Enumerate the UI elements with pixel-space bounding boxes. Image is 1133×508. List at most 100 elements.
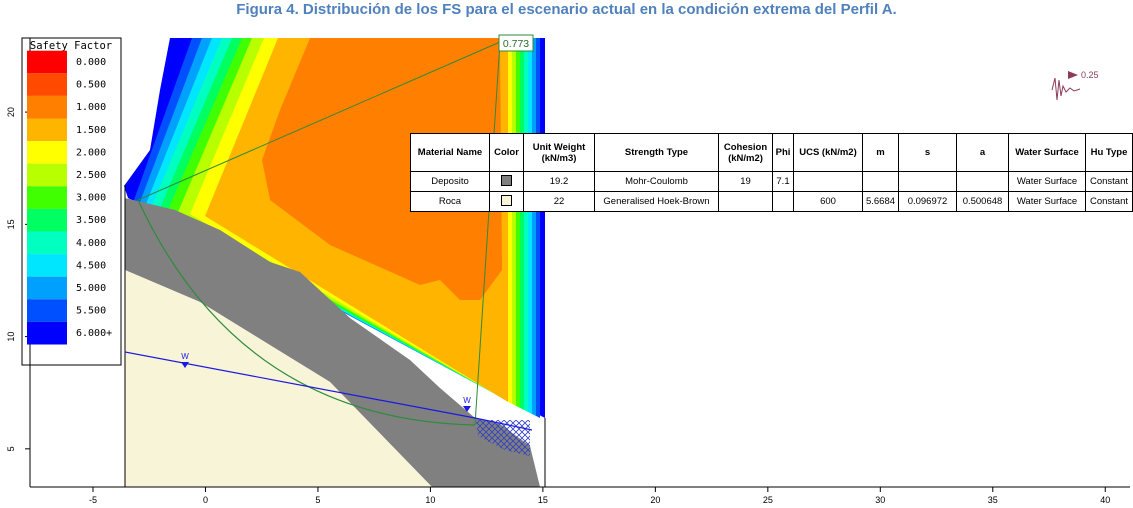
table-cell: 22 — [523, 191, 595, 212]
table-cell: 0.500648 — [956, 191, 1009, 212]
radius-line — [137, 41, 501, 201]
table-cell — [793, 171, 863, 192]
table-cell: Water Surface — [1008, 191, 1086, 212]
table-cell — [718, 191, 773, 212]
x-tick-label: 20 — [650, 495, 660, 505]
x-tick-label: 15 — [538, 495, 548, 505]
legend-label: 5.500 — [76, 306, 106, 317]
legend-label: 3.000 — [76, 193, 106, 204]
legend-swatch — [27, 73, 67, 96]
table-cell: Deposito — [410, 171, 490, 192]
water-label: W — [463, 396, 471, 405]
y-tick-label: 15 — [6, 219, 16, 229]
legend-swatch — [27, 231, 67, 255]
table-cell: Constant — [1085, 171, 1133, 192]
header-cell: m — [862, 133, 899, 172]
color-swatch — [501, 174, 512, 186]
header-cell: s — [898, 133, 957, 172]
deposit — [125, 198, 540, 487]
header-cell: Color — [489, 133, 524, 172]
caption: Figura 4. Distribución de los FS para el… — [236, 1, 897, 18]
legend-label: 0.000 — [76, 57, 106, 68]
table-cell: 19 — [718, 171, 773, 192]
legend-swatch — [27, 321, 67, 345]
header-cell: Strength Type — [594, 133, 719, 172]
header-cell: a — [956, 133, 1009, 172]
water-table — [124, 351, 533, 431]
x-tick-label: 40 — [1100, 495, 1110, 505]
legend-label: 2.000 — [76, 147, 106, 158]
fs-label: 0.773 — [503, 38, 529, 50]
legend-label: 3.500 — [76, 215, 106, 226]
legend-label: 1.000 — [76, 102, 106, 113]
legend-label: 5.000 — [76, 283, 106, 294]
header-cell: Material Name — [410, 133, 490, 172]
legend-swatch — [27, 163, 67, 187]
legend-label: 2.500 — [76, 170, 106, 181]
rock — [125, 270, 432, 487]
material-table: Material Name Color Unit Weight (kN/m3) Str… — [410, 133, 1133, 212]
legend-swatch — [27, 208, 67, 232]
x-tick-label: 25 — [763, 495, 773, 505]
table-cell: 5.6684 — [862, 191, 899, 212]
table-cell: Mohr-Coulomb — [594, 171, 719, 192]
y-tick-label: 10 — [6, 332, 16, 342]
water-marker — [463, 406, 471, 412]
x-tick-label: 10 — [425, 495, 435, 505]
x-tick-label: 30 — [875, 495, 885, 505]
legend-swatch — [27, 118, 67, 142]
water-marker — [181, 362, 189, 368]
table-cell — [898, 171, 957, 192]
legend-swatch — [27, 50, 67, 74]
legend-swatch — [27, 299, 67, 322]
hatched-zone — [476, 420, 530, 456]
x-tick-label: 35 — [988, 495, 998, 505]
legend-title: Safety Factor — [30, 40, 112, 52]
header-row: Material Name Color Unit Weight (kN/m3) Str… — [410, 133, 1133, 172]
legend-swatch — [27, 254, 67, 277]
table-cell: Constant — [1085, 191, 1133, 212]
legend-label: 1.500 — [76, 125, 106, 136]
legend-label: 6.000+ — [76, 328, 112, 339]
table-cell: Roca — [410, 191, 490, 212]
table-cell: Generalised Hoek-Brown — [594, 191, 719, 212]
table-row: Deposito 19.2 Mohr-Coulomb 19 7.1 Water Surfa… — [410, 171, 1133, 192]
table-cell — [489, 191, 524, 212]
header-cell: Hu Type — [1085, 133, 1133, 172]
table-cell: 0.096972 — [898, 191, 957, 212]
table-cell — [956, 171, 1009, 192]
table-cell — [772, 191, 794, 212]
legend-swatch — [27, 141, 67, 164]
header-cell: Unit Weight (kN/m3) — [523, 133, 595, 172]
contours — [124, 38, 545, 418]
seismic-arrow — [1068, 71, 1078, 79]
legend-swatch — [27, 186, 67, 209]
legend-label: 4.000 — [76, 238, 106, 249]
x-tick-label: -5 — [89, 495, 97, 505]
legend-swatch — [27, 95, 67, 119]
table-cell — [489, 171, 524, 192]
legend-label: 4.500 — [76, 260, 106, 271]
x-tick-label: 5 — [315, 495, 320, 505]
table-cell: 7.1 — [772, 171, 794, 192]
color-swatch — [501, 194, 512, 206]
slip-surface — [137, 199, 476, 426]
water-label: W — [181, 352, 189, 361]
fs-label-box — [498, 34, 534, 52]
header-cell: UCS (kN/m2) — [793, 133, 863, 172]
y-tick-label: 5 — [6, 446, 16, 451]
seismic-glyph — [1051, 77, 1081, 101]
table-row: Roca 22 Generalised Hoek-Brown 600 5.6684 0.0… — [410, 191, 1133, 212]
table-cell: Water Surface — [1008, 171, 1086, 192]
radius-line — [474, 41, 501, 426]
legend-label: 0.500 — [76, 80, 106, 91]
legend-swatch — [27, 276, 67, 300]
header-cell: Cohesion (kN/m2) — [718, 133, 773, 172]
x-tick-label: 0 — [203, 495, 208, 505]
header-cell: Phi — [772, 133, 794, 172]
header-cell: Water Surface — [1008, 133, 1086, 172]
table-cell: 600 — [793, 191, 863, 212]
y-tick-label: 20 — [6, 107, 16, 117]
